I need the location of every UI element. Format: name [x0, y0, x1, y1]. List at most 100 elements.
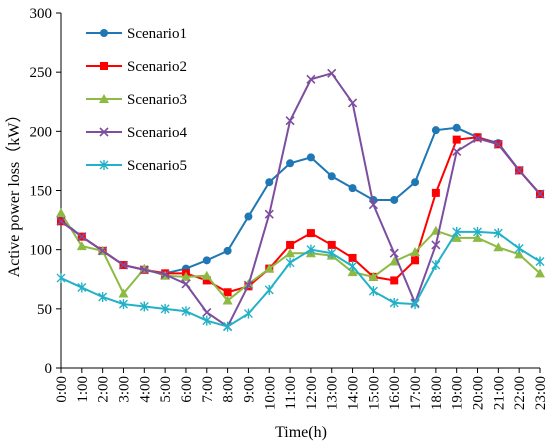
y-tick-label: 50	[37, 302, 52, 318]
data-point	[347, 267, 358, 277]
legend-label: Scenario3	[127, 92, 187, 108]
y-tick-label: 250	[30, 65, 53, 81]
data-point	[244, 212, 253, 221]
axes	[56, 12, 541, 373]
data-point	[286, 159, 295, 168]
x-tick-label: 4:00	[137, 376, 153, 403]
x-tick-label: 20:00	[471, 376, 487, 410]
data-point	[390, 276, 399, 285]
x-tick-label: 10:00	[262, 376, 278, 410]
x-tick-label: 17:00	[408, 376, 424, 410]
legend: Scenario1 Scenario2 Scenario3 Scenario4 Scen…	[86, 26, 187, 174]
legend-item: Scenario4	[86, 125, 187, 141]
x-tick-label: 3:00	[116, 376, 132, 403]
data-point	[223, 321, 233, 332]
data-point	[451, 232, 462, 242]
data-point	[202, 256, 211, 265]
x-tick-label: 14:00	[346, 376, 362, 410]
x-tick-label: 22:00	[512, 376, 528, 410]
data-point	[285, 257, 295, 268]
data-point	[535, 256, 545, 267]
data-point	[139, 265, 149, 275]
data-point	[368, 200, 378, 210]
x-tick-label: 16:00	[387, 376, 403, 410]
y-tick-label: 200	[30, 124, 53, 140]
series-line	[60, 72, 541, 329]
data-point	[264, 209, 274, 219]
data-point	[431, 240, 441, 250]
data-point	[410, 247, 421, 257]
y-tick-label: 150	[30, 184, 53, 200]
data-point	[306, 153, 315, 162]
data-point	[264, 284, 274, 295]
data-point	[493, 228, 503, 239]
y-tick-labels: 0 50 100 150 200 250 300	[30, 6, 53, 377]
data-point	[473, 133, 482, 142]
data-point	[265, 178, 274, 187]
data-point	[118, 288, 129, 298]
data-point	[452, 135, 461, 144]
data-point	[389, 256, 400, 266]
data-point	[327, 172, 336, 181]
x-tick-label: 19:00	[450, 376, 466, 410]
y-tick-label: 0	[45, 361, 53, 377]
data-point	[202, 315, 212, 326]
y-tick-label: 100	[30, 243, 53, 259]
data-point	[411, 256, 420, 265]
data-point	[389, 297, 399, 308]
data-point	[76, 241, 87, 251]
data-point	[452, 226, 462, 237]
data-point	[243, 280, 254, 290]
data-point	[473, 226, 483, 237]
legend-item: Scenario3	[86, 92, 187, 108]
legend-item: Scenario2	[86, 59, 187, 75]
data-point	[201, 270, 212, 280]
data-point	[181, 279, 191, 289]
data-point	[493, 139, 503, 149]
legend-item: Scenario5	[86, 158, 187, 174]
data-point	[306, 74, 316, 84]
data-point	[181, 306, 191, 317]
data-point	[347, 98, 358, 108]
legend-item: Scenario1	[86, 26, 187, 42]
data-point	[514, 243, 524, 254]
data-point	[348, 261, 358, 272]
data-point	[285, 116, 295, 126]
data-point	[348, 253, 357, 262]
x-tick-label: 6:00	[179, 376, 195, 403]
x-tick-label: 0:00	[54, 376, 70, 403]
x-tick-label: 23:00	[533, 376, 549, 410]
y-tick-label: 300	[30, 6, 53, 22]
series-4	[56, 68, 545, 332]
data-point	[327, 68, 337, 78]
data-point	[431, 188, 440, 197]
legend-marker	[100, 29, 108, 37]
series-line	[60, 230, 541, 328]
data-point	[160, 303, 170, 314]
data-point	[306, 229, 315, 238]
x-tick-labels: 0:00 1:00 2:00 3:00 4:00 5:00 6:00 7:00 8:00 9:00…	[54, 376, 549, 410]
legend-marker	[99, 127, 109, 137]
x-tick-label: 8:00	[221, 376, 237, 403]
x-tick-label: 21:00	[491, 376, 507, 410]
data-point	[223, 246, 232, 255]
data-point	[368, 286, 378, 297]
y-axis-title: Active power loss（kW）	[5, 107, 23, 278]
legend-marker	[99, 94, 109, 103]
x-axis-title: Time(h)	[275, 424, 327, 441]
data-point	[222, 295, 233, 305]
legend-label: Scenario5	[127, 158, 187, 174]
data-point	[160, 269, 170, 280]
data-point	[327, 248, 337, 259]
data-point	[410, 299, 420, 310]
data-point	[56, 207, 66, 217]
data-point	[368, 271, 379, 281]
data-point	[223, 288, 232, 297]
data-point	[56, 216, 66, 226]
data-point	[118, 299, 128, 310]
x-tick-label: 12:00	[304, 376, 320, 410]
data-point	[98, 292, 108, 302]
data-point	[389, 248, 399, 258]
